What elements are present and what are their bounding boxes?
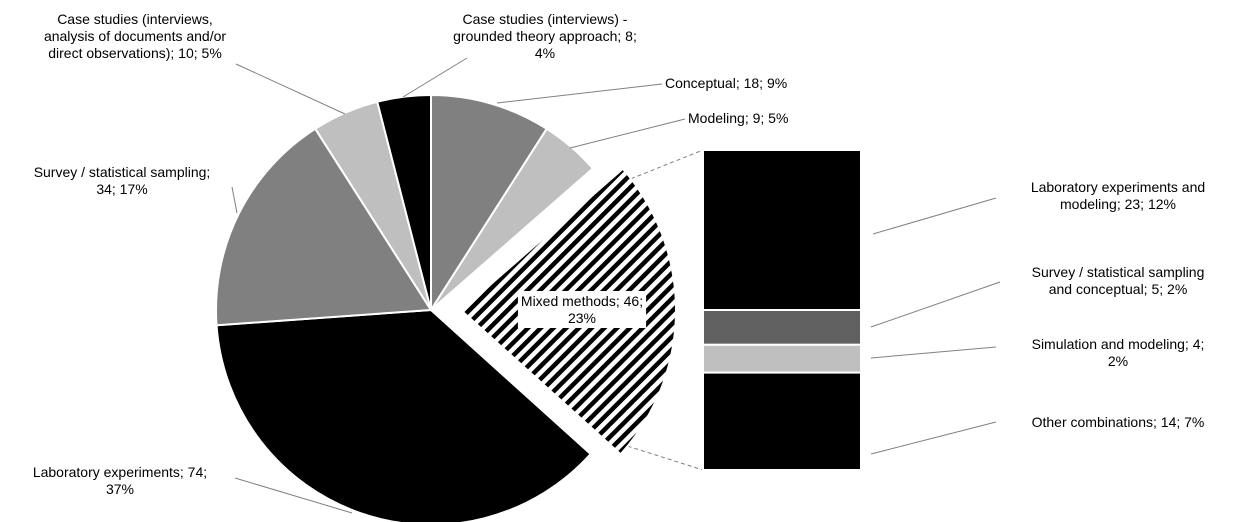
leader-line	[872, 197, 997, 235]
pie-slice-survey-statistical-sampling	[215, 127, 433, 327]
bar-segment-laboratory-experiments-and-modeling	[702, 149, 862, 311]
data-label-laboratory-experiments: Laboratory experiments; 74; 37%	[33, 464, 207, 497]
connector-line	[627, 445, 704, 471]
data-label-survey-statistical-sampling: Survey / statistical sampling; 34; 17%	[34, 164, 211, 197]
bar-segment-survey-statistical-sampling-and-conceptual	[702, 309, 862, 346]
data-label-survey-statistical-sampling-and-conceptual: Survey / statistical sampling and concept…	[1032, 264, 1205, 297]
leader-line	[496, 83, 663, 104]
pie-slice-conceptual	[430, 93, 549, 314]
pie-slice-modeling	[430, 127, 595, 311]
leader-line	[231, 186, 238, 214]
connector-line	[630, 149, 704, 180]
leader-line	[569, 118, 686, 149]
data-label-mixed-methods: Mixed methods; 46; 23%	[521, 293, 643, 326]
data-label-case-studies-interviews-grounded-theory-approach: Case studies (interviews) -grounded theo…	[453, 11, 637, 61]
bar-segment-simulation-and-modeling	[702, 343, 862, 374]
data-label-other-combinations: Other combinations; 14; 7%	[1032, 414, 1205, 430]
data-label-conceptual: Conceptual; 18; 9%	[665, 75, 787, 91]
pie-slice-laboratory-experiments	[215, 308, 593, 522]
data-label-case-studies-interviews-analysis-of-documents-and-or-direct-observations: Case studies (interviews, analysis of doc…	[44, 11, 226, 61]
bar-segment-other-combinations	[702, 371, 862, 472]
leader-line	[870, 346, 997, 359]
leader-line	[870, 421, 997, 455]
data-label-laboratory-experiments-and-modeling: Laboratory experiments and modeling; 23; …	[1031, 179, 1205, 212]
leader-line	[402, 57, 468, 98]
data-label-modeling: Modeling; 9; 5%	[688, 110, 788, 126]
leader-line	[234, 477, 353, 514]
data-label-simulation-and-modeling: Simulation and modeling; 4; 2%	[1032, 336, 1205, 369]
leader-line	[870, 281, 1001, 328]
label-background	[517, 291, 647, 328]
leader-line	[235, 63, 346, 115]
